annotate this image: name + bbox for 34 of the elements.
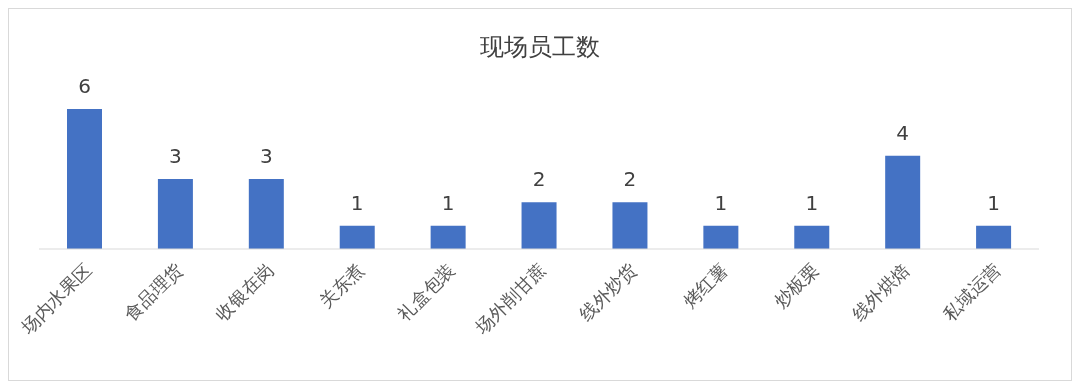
x-tick-label: 场内水果区 <box>16 258 96 339</box>
data-label: 1 <box>805 190 819 215</box>
bar <box>521 202 557 249</box>
x-tick-label: 私域运营 <box>938 258 1005 325</box>
x-tick-label: 炒板栗 <box>769 258 823 313</box>
x-tick-label: 收银在岗 <box>211 258 278 325</box>
data-label: 6 <box>78 74 91 98</box>
bar <box>885 155 921 249</box>
x-tick-label: 线外炒货 <box>574 258 641 325</box>
x-tick-label: 场外削甘蔗 <box>470 258 550 339</box>
data-label: 3 <box>169 144 182 168</box>
chart-title: 现场员工数 <box>479 32 601 63</box>
data-label: 1 <box>441 190 455 215</box>
bar <box>976 225 1012 249</box>
x-tick-label: 烤红薯 <box>678 258 732 313</box>
data-label: 1 <box>350 190 364 215</box>
bar <box>248 179 284 249</box>
bar <box>612 202 648 249</box>
bar <box>430 225 466 249</box>
bar <box>339 225 375 249</box>
bar <box>703 225 739 249</box>
x-tick-label: 礼盒包装 <box>393 258 459 325</box>
x-tick-label: 食品理货 <box>120 258 187 325</box>
data-label: 4 <box>896 120 910 145</box>
data-label: 3 <box>259 144 273 168</box>
data-label: 2 <box>532 167 546 192</box>
data-label: 1 <box>714 190 728 215</box>
bar <box>794 225 830 249</box>
data-label: 2 <box>623 167 637 192</box>
data-label: 1 <box>987 190 1000 215</box>
x-tick-label: 线外烘焙 <box>847 258 914 325</box>
x-tick-label: 关东煮 <box>314 258 369 313</box>
bar <box>67 109 102 249</box>
bar <box>157 179 193 249</box>
